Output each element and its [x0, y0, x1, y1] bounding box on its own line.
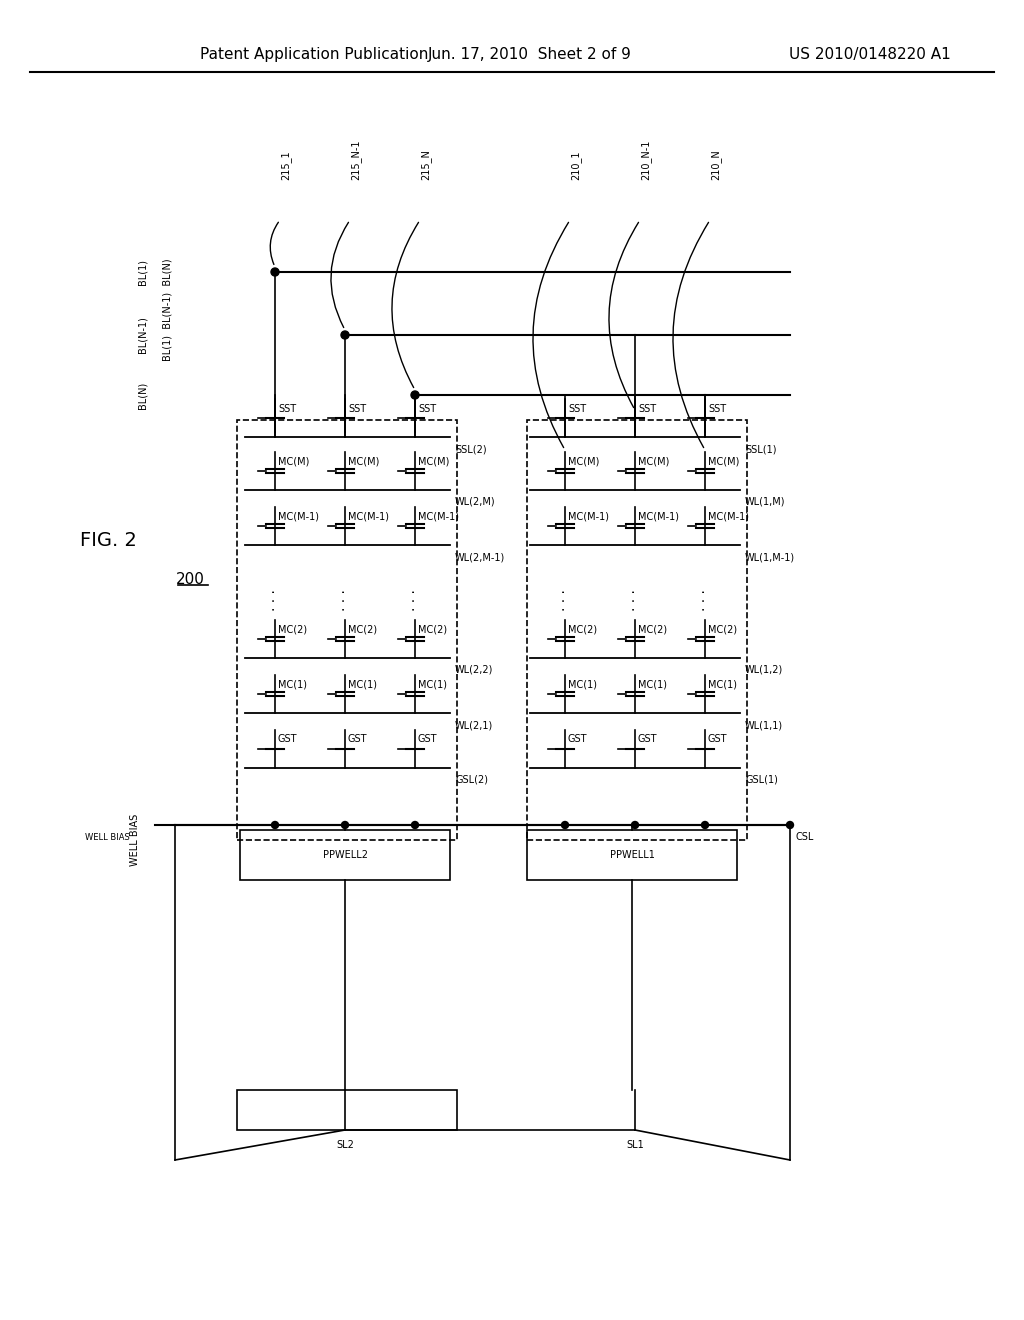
Text: MC(1): MC(1) [568, 680, 597, 689]
Text: SST: SST [708, 404, 726, 413]
Text: SL2: SL2 [336, 1140, 354, 1150]
Text: SL1: SL1 [626, 1140, 644, 1150]
Text: MC(2): MC(2) [278, 624, 307, 635]
Text: SSL(2): SSL(2) [455, 444, 486, 454]
Text: MC(2): MC(2) [568, 624, 597, 635]
Text: MC(M): MC(M) [568, 457, 599, 466]
Text: GST: GST [708, 734, 727, 744]
Text: SST: SST [418, 404, 436, 413]
Text: · · ·: · · · [338, 589, 352, 611]
Text: PPWELL2: PPWELL2 [323, 850, 368, 861]
Text: WELL BIAS: WELL BIAS [130, 814, 140, 866]
Text: SST: SST [568, 404, 586, 413]
Circle shape [701, 821, 709, 829]
Text: MC(M): MC(M) [638, 457, 670, 466]
Text: WL(2,M-1): WL(2,M-1) [455, 552, 505, 562]
Text: MC(M-1): MC(M-1) [568, 511, 609, 521]
Text: MC(M-1): MC(M-1) [638, 511, 679, 521]
Text: MC(M-1): MC(M-1) [418, 511, 459, 521]
Circle shape [561, 821, 568, 829]
Bar [237, 420, 457, 840]
Text: 215_N-1: 215_N-1 [350, 140, 360, 180]
Text: BL(1)  BL(N-1)  BL(N): BL(1) BL(N-1) BL(N) [162, 259, 172, 362]
Bar [527, 420, 746, 840]
Text: 200: 200 [175, 573, 205, 587]
Text: WELL BIAS: WELL BIAS [85, 833, 130, 842]
Bar [240, 830, 450, 880]
Circle shape [411, 391, 419, 399]
Text: Jun. 17, 2010  Sheet 2 of 9: Jun. 17, 2010 Sheet 2 of 9 [428, 48, 632, 62]
Text: MC(2): MC(2) [348, 624, 377, 635]
Text: · · ·: · · · [628, 589, 642, 611]
Text: FIG. 2: FIG. 2 [80, 531, 136, 549]
Text: MC(1): MC(1) [348, 680, 377, 689]
Text: MC(M-1): MC(M-1) [278, 511, 319, 521]
Text: · · ·: · · · [698, 589, 712, 611]
Text: MC(M): MC(M) [278, 457, 309, 466]
Text: CSL: CSL [795, 832, 813, 842]
Text: MC(M): MC(M) [708, 457, 739, 466]
Bar [527, 830, 737, 880]
Text: GSL(1): GSL(1) [745, 775, 778, 785]
Text: BL(N-1): BL(N-1) [138, 317, 148, 354]
Text: WL(1,1): WL(1,1) [745, 719, 783, 730]
Text: · · ·: · · · [408, 589, 422, 611]
Text: Patent Application Publication: Patent Application Publication [200, 48, 428, 62]
Text: MC(M-1): MC(M-1) [348, 511, 389, 521]
Text: MC(1): MC(1) [638, 680, 667, 689]
Text: 215_1: 215_1 [280, 150, 291, 180]
Text: GST: GST [348, 734, 368, 744]
Text: WL(2,2): WL(2,2) [455, 665, 494, 675]
Text: 210_1: 210_1 [570, 150, 581, 180]
Text: SST: SST [638, 404, 656, 413]
Circle shape [271, 821, 279, 829]
Text: BL(N): BL(N) [138, 381, 148, 409]
Text: · · ·: · · · [558, 589, 572, 611]
Text: GST: GST [568, 734, 588, 744]
Text: MC(1): MC(1) [708, 680, 737, 689]
Text: MC(2): MC(2) [418, 624, 447, 635]
Text: SSL(1): SSL(1) [745, 444, 776, 454]
Text: BL(1): BL(1) [138, 259, 148, 285]
Text: SST: SST [278, 404, 296, 413]
Text: MC(2): MC(2) [708, 624, 737, 635]
Text: WL(1,2): WL(1,2) [745, 665, 783, 675]
Text: MC(2): MC(2) [638, 624, 667, 635]
Text: WL(1,M): WL(1,M) [745, 498, 785, 507]
Text: GST: GST [418, 734, 437, 744]
Text: US 2010/0148220 A1: US 2010/0148220 A1 [790, 48, 951, 62]
Text: 215_N: 215_N [420, 149, 431, 180]
Text: GST: GST [278, 734, 298, 744]
Text: · · ·: · · · [268, 589, 282, 611]
Text: WL(2,1): WL(2,1) [455, 719, 494, 730]
Bar [237, 1090, 457, 1130]
Text: MC(1): MC(1) [418, 680, 447, 689]
Circle shape [341, 821, 348, 829]
Text: GSL(2): GSL(2) [455, 775, 488, 785]
Circle shape [271, 268, 279, 276]
Text: MC(1): MC(1) [278, 680, 307, 689]
Text: 210_N-1: 210_N-1 [640, 140, 651, 180]
Text: MC(M): MC(M) [418, 457, 450, 466]
Text: WL(2,M): WL(2,M) [455, 498, 496, 507]
Text: WL(1,M-1): WL(1,M-1) [745, 552, 795, 562]
Text: MC(M-1): MC(M-1) [708, 511, 749, 521]
Circle shape [341, 331, 349, 339]
Text: 210_N: 210_N [710, 149, 721, 180]
Circle shape [786, 821, 794, 829]
Text: PPWELL1: PPWELL1 [609, 850, 654, 861]
Text: GST: GST [638, 734, 657, 744]
Text: MC(M): MC(M) [348, 457, 379, 466]
Circle shape [632, 821, 639, 829]
Circle shape [412, 821, 419, 829]
Text: SST: SST [348, 404, 367, 413]
